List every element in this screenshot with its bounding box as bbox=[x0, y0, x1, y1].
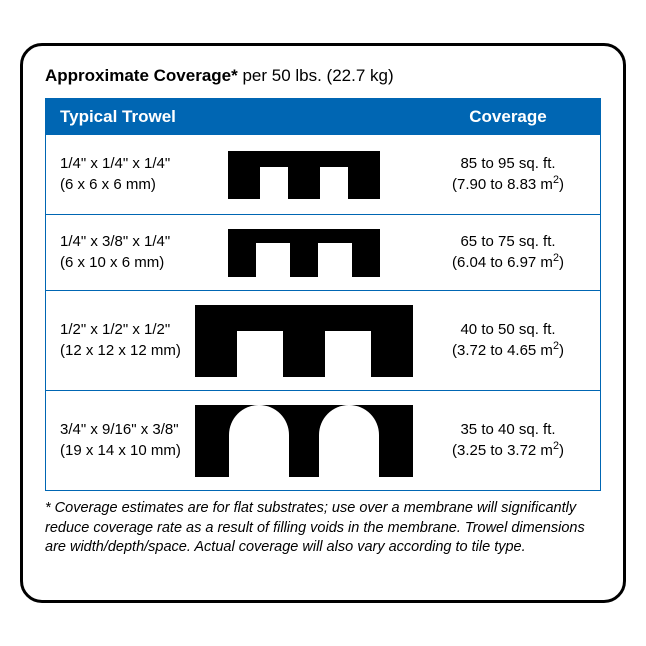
spec-metric: (12 x 12 x 12 mm) bbox=[60, 341, 192, 361]
spec-imperial: 1/4" x 1/4" x 1/4" bbox=[60, 154, 192, 174]
coverage-value: 40 to 50 sq. ft. (3.72 to 4.65 m2) bbox=[416, 320, 600, 361]
coverage-value: 65 to 75 sq. ft. (6.04 to 6.97 m2) bbox=[416, 232, 600, 273]
spec-imperial: 3/4" x 9/16" x 3/8" bbox=[60, 420, 192, 440]
spec-imperial: 1/2" x 1/2" x 1/2" bbox=[60, 320, 192, 340]
coverage-imperial: 85 to 95 sq. ft. bbox=[416, 154, 600, 174]
trowel-profile-icon bbox=[192, 151, 416, 199]
spec-metric: (19 x 14 x 10 mm) bbox=[60, 441, 192, 461]
title-bold: Approximate Coverage* bbox=[45, 66, 238, 85]
spec-metric: (6 x 6 x 6 mm) bbox=[60, 175, 192, 195]
spec-metric: (6 x 10 x 6 mm) bbox=[60, 253, 192, 273]
card-title: Approximate Coverage* per 50 lbs. (22.7 … bbox=[45, 66, 601, 86]
coverage-imperial: 65 to 75 sq. ft. bbox=[416, 232, 600, 252]
coverage-value: 35 to 40 sq. ft. (3.25 to 3.72 m2) bbox=[416, 420, 600, 461]
table-row: 1/4" x 1/4" x 1/4" (6 x 6 x 6 mm) 85 to … bbox=[46, 135, 600, 215]
table-header: Typical Trowel Coverage bbox=[46, 99, 600, 135]
spec-imperial: 1/4" x 3/8" x 1/4" bbox=[60, 232, 192, 252]
table-row: 3/4" x 9/16" x 3/8" (19 x 14 x 10 mm) 35… bbox=[46, 391, 600, 491]
coverage-card: Approximate Coverage* per 50 lbs. (22.7 … bbox=[20, 43, 626, 603]
trowel-spec: 1/2" x 1/2" x 1/2" (12 x 12 x 12 mm) bbox=[46, 320, 192, 361]
col-header-trowel: Typical Trowel bbox=[46, 107, 416, 127]
coverage-imperial: 35 to 40 sq. ft. bbox=[416, 420, 600, 440]
trowel-spec: 3/4" x 9/16" x 3/8" (19 x 14 x 10 mm) bbox=[46, 420, 192, 461]
coverage-table: Typical Trowel Coverage 1/4" x 1/4" x 1/… bbox=[45, 98, 601, 491]
footnote-text: * Coverage estimates are for flat substr… bbox=[45, 499, 601, 558]
table-row: 1/4" x 3/8" x 1/4" (6 x 10 x 6 mm) 65 to… bbox=[46, 215, 600, 291]
trowel-profile-icon bbox=[192, 405, 416, 477]
coverage-value: 85 to 95 sq. ft. (7.90 to 8.83 m2) bbox=[416, 154, 600, 195]
trowel-spec: 1/4" x 1/4" x 1/4" (6 x 6 x 6 mm) bbox=[46, 154, 192, 195]
coverage-metric: (3.25 to 3.72 m2) bbox=[416, 441, 600, 461]
coverage-imperial: 40 to 50 sq. ft. bbox=[416, 320, 600, 340]
trowel-profile-icon bbox=[192, 229, 416, 277]
trowel-spec: 1/4" x 3/8" x 1/4" (6 x 10 x 6 mm) bbox=[46, 232, 192, 273]
title-rest: per 50 lbs. (22.7 kg) bbox=[238, 66, 394, 85]
coverage-metric: (7.90 to 8.83 m2) bbox=[416, 175, 600, 195]
table-row: 1/2" x 1/2" x 1/2" (12 x 12 x 12 mm) 40 … bbox=[46, 291, 600, 391]
coverage-metric: (3.72 to 4.65 m2) bbox=[416, 341, 600, 361]
coverage-metric: (6.04 to 6.97 m2) bbox=[416, 253, 600, 273]
trowel-profile-icon bbox=[192, 305, 416, 377]
col-header-coverage: Coverage bbox=[416, 107, 600, 127]
